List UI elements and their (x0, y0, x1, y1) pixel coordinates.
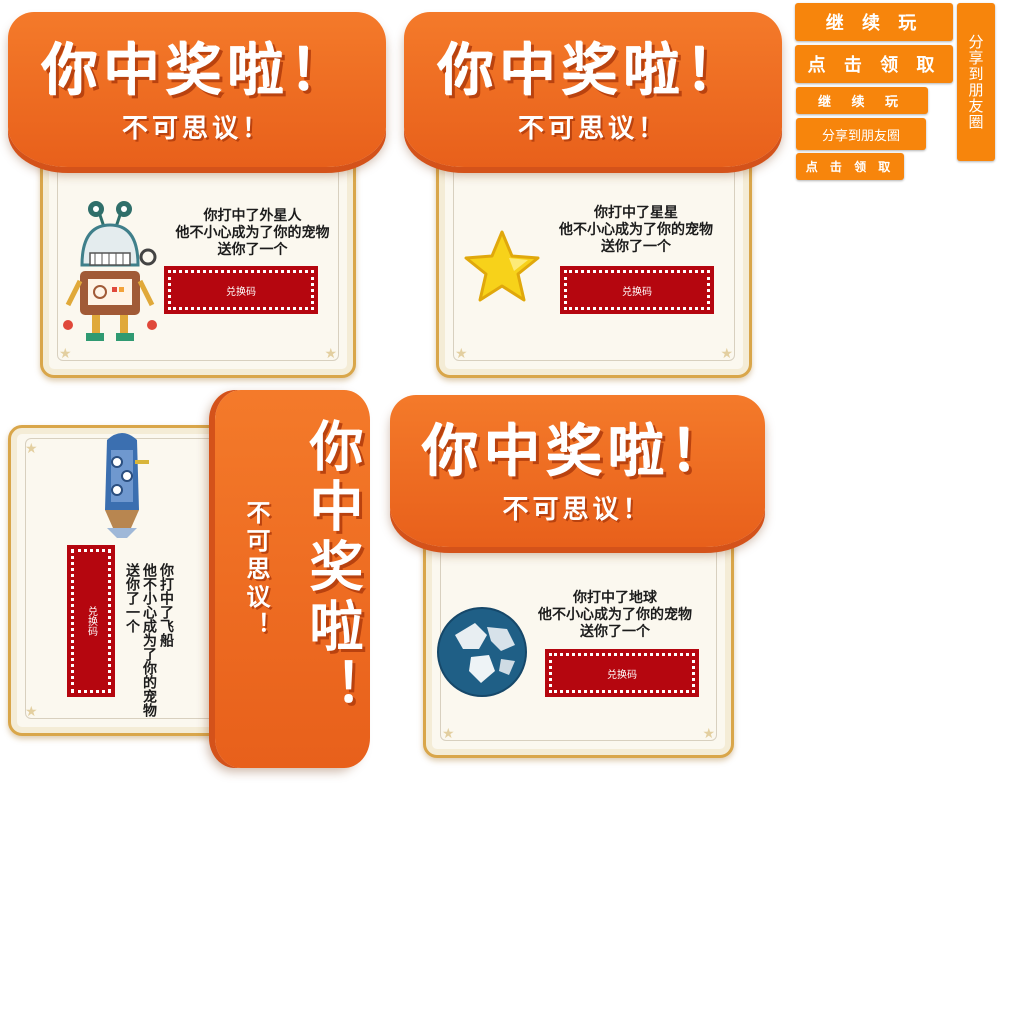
prize-card-rocket: ★ ★ 你中奖啦！ 不可思议！ 你打中了飞船 他不小心成为了你的宠物 送你了一个… (5, 385, 375, 770)
message-line: 送你了一个 (601, 239, 671, 255)
message-line: 送你了一个 (580, 624, 650, 640)
winner-banner: 你中奖啦！ 不可思议！ (215, 390, 370, 768)
redeem-code-box[interactable]: 兑换码 (166, 268, 316, 312)
prize-message: 你打中了飞船 他不小心成为了你的宠物 送你了一个 (123, 563, 174, 717)
message-line: 你打中了星星 (594, 205, 678, 221)
prize-card-star: ★ ★ 你中奖啦！ 不可思议！ 你打中了星星 他不小心成为了你的宠物 送你了一个… (396, 0, 791, 385)
message-line: 送你了一个 (124, 563, 140, 633)
claim-button-large[interactable]: 点 击 领 取 (795, 45, 953, 83)
message-line: 他不小心成为了你的宠物 (538, 607, 692, 623)
message-line: 他不小心成为了你的宠物 (559, 222, 713, 238)
prize-message: 你打中了外星人 他不小心成为了你的宠物 送你了一个 (150, 208, 355, 259)
prize-message: 你打中了星星 他不小心成为了你的宠物 送你了一个 (541, 205, 731, 256)
robot-icon (63, 201, 157, 341)
banner-title: 你中奖啦！ (300, 418, 364, 718)
star-decoration-icon: ★ (25, 441, 38, 457)
winner-banner: 你中奖啦！ 不可思议！ (404, 12, 782, 167)
message-line: 你打中了地球 (573, 590, 657, 606)
star-icon (464, 230, 540, 302)
message-line: 你打中了外星人 (203, 208, 302, 224)
redeem-code-label: 兑换码 (85, 606, 97, 636)
star-decoration-icon: ★ (455, 346, 468, 362)
message-line: 你打中了飞船 (158, 563, 174, 647)
share-button-vertical-label: 分享到朋友圈 (966, 34, 985, 130)
message-line: 他不小心成为了你的宠物 (175, 225, 330, 241)
rocket-icon (105, 433, 149, 538)
star-decoration-icon: ★ (25, 704, 38, 720)
star-decoration-icon: ★ (324, 346, 337, 362)
star-decoration-icon: ★ (720, 346, 733, 362)
redeem-code-box[interactable]: 兑换码 (547, 651, 697, 695)
winner-banner: 你中奖啦！ 不可思议！ (8, 12, 386, 167)
winner-banner: 你中奖啦！ 不可思议！ (390, 395, 765, 547)
continue-button-small[interactable]: 继 续 玩 (796, 87, 928, 114)
banner-subtitle: 不可思议！ (121, 114, 272, 144)
banner-title: 你中奖啦！ (42, 38, 352, 104)
banner-subtitle: 不可思议！ (242, 500, 270, 640)
banner-title: 你中奖啦！ (438, 38, 748, 104)
redeem-code-box[interactable]: 兑换码 (69, 547, 113, 695)
banner-subtitle: 不可思议！ (502, 495, 653, 525)
share-button-vertical[interactable]: 分享到朋友圈 (957, 3, 995, 161)
star-decoration-icon: ★ (59, 346, 72, 362)
prize-card-earth: ★ ★ 你中奖啦！ 不可思议！ 你打中了地球 他不小心成为了你的宠物 送你了一个… (385, 385, 770, 770)
claim-button-small[interactable]: 点 击 领 取 (796, 153, 904, 180)
earth-icon (437, 607, 527, 697)
banner-title: 你中奖啦！ (422, 419, 733, 485)
banner-subtitle: 不可思议！ (517, 114, 668, 144)
prize-message: 你打中了地球 他不小心成为了你的宠物 送你了一个 (520, 590, 710, 641)
share-button-small[interactable]: 分享到朋友圈 (796, 118, 926, 150)
star-decoration-icon: ★ (702, 726, 715, 742)
star-decoration-icon: ★ (442, 726, 455, 742)
prize-card-alien: ★ ★ 你中奖啦！ 不可思议！ 你打中了外星人 他不小心成为了你的宠物 送你了一… (0, 0, 395, 385)
message-line: 送你了一个 (217, 242, 288, 258)
redeem-code-box[interactable]: 兑换码 (562, 268, 712, 312)
continue-button-large[interactable]: 继 续 玩 (795, 3, 953, 41)
message-line: 他不小心成为了你的宠物 (141, 563, 157, 717)
